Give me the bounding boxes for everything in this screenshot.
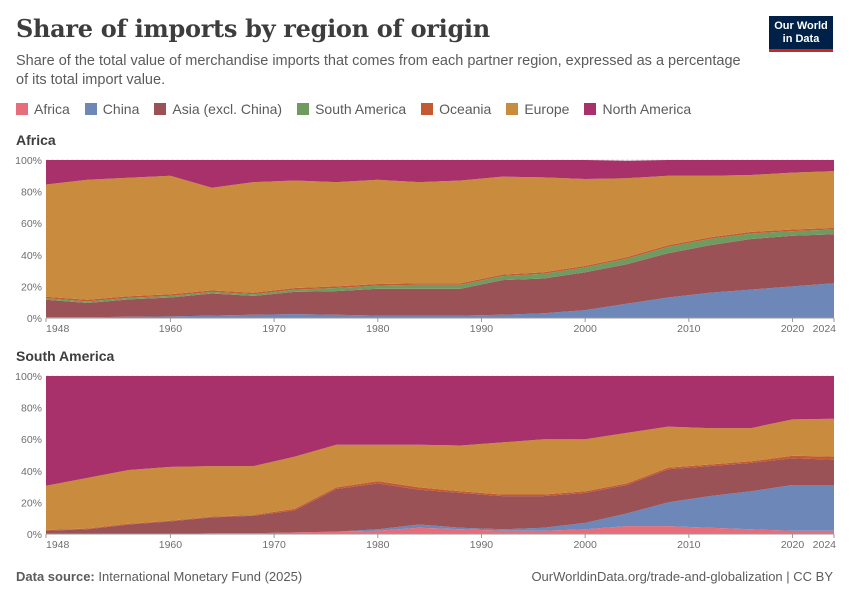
- y-tick-label: 0%: [27, 313, 42, 325]
- legend-item-asia-excl-china[interactable]: Asia (excl. China): [154, 101, 282, 117]
- x-tick-label: 1948: [46, 323, 70, 335]
- x-tick-label: 2020: [781, 323, 805, 335]
- legend-swatch: [421, 103, 434, 115]
- legend-item-north-america[interactable]: North America: [584, 101, 691, 117]
- y-tick-label: 80%: [21, 403, 42, 415]
- y-tick-label: 60%: [21, 434, 42, 446]
- footer-url[interactable]: OurWorldinData.org/trade-and-globalizati…: [531, 569, 833, 584]
- x-tick-label: 1990: [470, 539, 494, 551]
- area-africa-china[interactable]: [46, 283, 834, 318]
- legend-label: North America: [602, 101, 692, 117]
- y-tick-label: 100%: [15, 371, 42, 383]
- y-tick-label: 0%: [27, 529, 42, 541]
- x-tick-label: 1970: [262, 323, 286, 335]
- y-tick-label: 80%: [21, 187, 42, 199]
- chart-subtitle: Share of the total value of merchandise …: [16, 53, 741, 88]
- legend-label: Asia (excl. China): [172, 101, 283, 117]
- footer-source: Data source: International Monetary Fund…: [16, 569, 302, 584]
- x-tick-label: 1990: [470, 323, 494, 335]
- x-tick-label: 2010: [677, 539, 701, 551]
- logo-line-2: in Data: [782, 33, 820, 45]
- legend-swatch: [154, 103, 167, 115]
- area-africa-europe[interactable]: [46, 171, 834, 300]
- chart-title: Share of imports by region of origin: [16, 14, 490, 43]
- source-text[interactable]: International Monetary Fund (2025): [98, 569, 303, 584]
- legend-swatch: [297, 103, 310, 115]
- x-tick-label: 2024: [813, 539, 837, 551]
- y-tick-label: 40%: [21, 250, 42, 262]
- legend-item-china[interactable]: China: [84, 101, 140, 117]
- y-tick-label: 60%: [21, 218, 42, 230]
- logo-line-1: Our World: [774, 20, 828, 32]
- facet-title-africa: Africa: [16, 132, 56, 148]
- y-tick-label: 40%: [21, 466, 42, 478]
- y-tick-label: 20%: [21, 497, 42, 509]
- x-tick-label: 1980: [366, 323, 390, 335]
- legend-swatch: [584, 103, 597, 115]
- legend-label: China: [102, 101, 140, 117]
- area-south-america-china[interactable]: [46, 485, 834, 534]
- legend-swatch: [506, 103, 519, 115]
- legend-item-europe[interactable]: Europe: [506, 101, 569, 117]
- area-south-america-europe[interactable]: [46, 418, 834, 530]
- x-tick-label: 2010: [677, 323, 701, 335]
- area-south-america-africa[interactable]: [46, 526, 834, 534]
- legend-item-oceania[interactable]: Oceania: [421, 101, 491, 117]
- legend-label: Africa: [34, 101, 70, 117]
- owid-logo[interactable]: Our World in Data: [769, 16, 833, 52]
- y-tick-label: 20%: [21, 281, 42, 293]
- x-tick-label: 2024: [813, 323, 837, 335]
- x-tick-label: 2020: [781, 539, 805, 551]
- area-south-america-north-america[interactable]: [46, 376, 834, 486]
- legend: Africa China Asia (excl. China) South Ameri…: [16, 101, 691, 117]
- x-tick-label: 1960: [159, 323, 183, 335]
- legend-label: Europe: [524, 101, 570, 117]
- legend-label: South America: [315, 101, 407, 117]
- y-tick-label: 100%: [15, 155, 42, 167]
- legend-item-africa[interactable]: Africa: [16, 101, 70, 117]
- area-africa-south-america[interactable]: [46, 229, 834, 304]
- x-tick-label: 2000: [573, 323, 597, 335]
- x-tick-label: 1980: [366, 539, 390, 551]
- x-tick-label: 1960: [159, 539, 183, 551]
- legend-swatch: [16, 103, 28, 115]
- legend-swatch: [84, 103, 97, 115]
- legend-label: Oceania: [439, 101, 492, 117]
- x-tick-label: 1970: [262, 539, 286, 551]
- source-label: Data source:: [16, 569, 95, 584]
- x-tick-label: 2000: [573, 539, 597, 551]
- area-africa-asia-excl-china[interactable]: [46, 234, 834, 318]
- area-africa-north-america[interactable]: [46, 160, 834, 188]
- x-tick-label: 1948: [46, 539, 70, 551]
- area-south-america-asia-excl-china[interactable]: [46, 458, 834, 534]
- facet-title-south-america: South America: [16, 348, 115, 364]
- legend-item-south-america[interactable]: South America: [297, 101, 406, 117]
